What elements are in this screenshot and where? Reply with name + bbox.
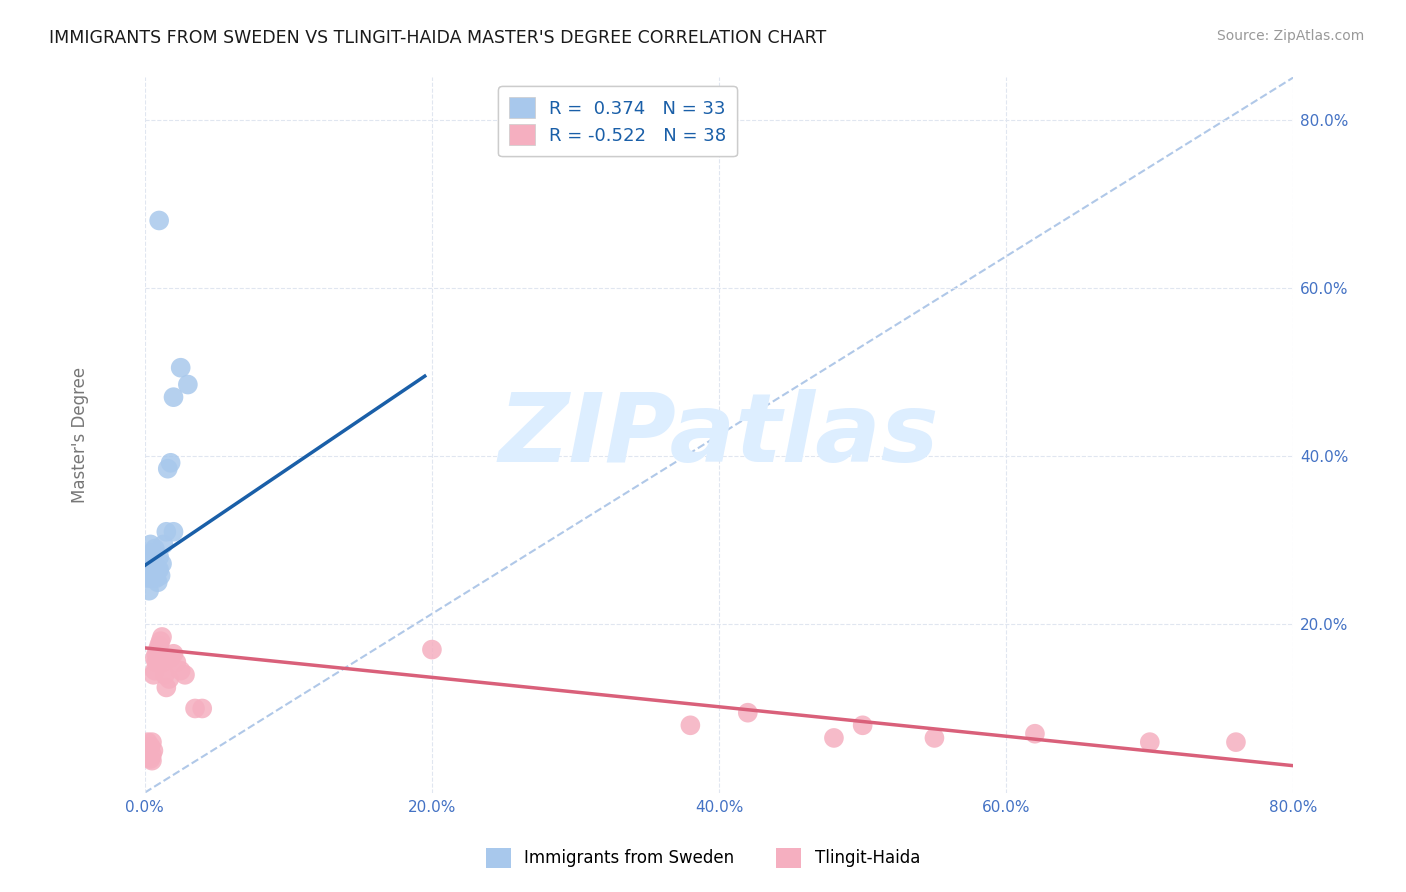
Point [148,563,170,577]
Point [145,571,167,585]
Point [162,390,184,404]
Point [184,701,207,715]
Point [1024,727,1046,741]
Text: ZIPatlas: ZIPatlas [499,389,939,482]
Point [142,743,165,757]
Text: Source: ZipAtlas.com: Source: ZipAtlas.com [1216,29,1364,43]
Point [141,735,163,749]
Point [1139,735,1161,749]
Point [139,549,162,564]
Point [155,681,177,695]
Point [143,651,166,665]
Point [146,642,169,657]
Point [165,655,187,669]
Text: IMMIGRANTS FROM SWEDEN VS TLINGIT-HAIDA MASTER'S DEGREE CORRELATION CHART: IMMIGRANTS FROM SWEDEN VS TLINGIT-HAIDA … [49,29,827,46]
Point [138,750,160,764]
Point [139,537,162,551]
Point [177,377,200,392]
Point [145,560,167,574]
Point [162,647,184,661]
Point [138,563,160,577]
Point [139,554,162,568]
Point [143,566,166,581]
Point [170,360,193,375]
Point [136,735,159,749]
Legend: Immigrants from Sweden, Tlingit-Haida: Immigrants from Sweden, Tlingit-Haida [479,841,927,875]
Point [143,664,166,678]
Point [143,541,166,556]
Point [142,566,165,581]
Point [142,558,165,573]
Point [152,655,174,669]
Y-axis label: Master's Degree: Master's Degree [72,367,89,503]
Point [150,557,173,571]
Point [1225,735,1247,749]
Point [157,672,180,686]
Point [162,524,184,539]
Point [924,731,946,745]
Point [141,554,163,568]
Point [145,655,167,669]
Point [155,524,177,539]
Point [823,731,845,745]
Point [139,752,162,766]
Point [141,754,163,768]
Point [141,546,163,560]
Point [138,583,160,598]
Point [152,537,174,551]
Point [139,739,162,754]
Point [159,651,181,665]
Point [149,634,172,648]
Point [148,549,170,564]
Point [142,546,165,560]
Point [141,747,163,762]
Point [174,668,197,682]
Point [146,563,169,577]
Point [156,461,179,475]
Point [420,642,443,657]
Point [191,701,214,715]
Point [852,718,875,732]
Point [148,639,170,653]
Point [141,563,163,577]
Point [145,647,167,661]
Legend: R =  0.374   N = 33, R = -0.522   N = 38: R = 0.374 N = 33, R = -0.522 N = 38 [498,87,737,156]
Point [170,664,193,678]
Point [143,558,166,573]
Point [737,706,759,720]
Point [148,655,170,669]
Point [150,630,173,644]
Point [142,668,165,682]
Point [146,575,169,590]
Point [153,668,176,682]
Point [136,571,159,585]
Point [159,456,181,470]
Point [149,568,172,582]
Point [679,718,702,732]
Point [148,213,170,227]
Point [141,571,163,585]
